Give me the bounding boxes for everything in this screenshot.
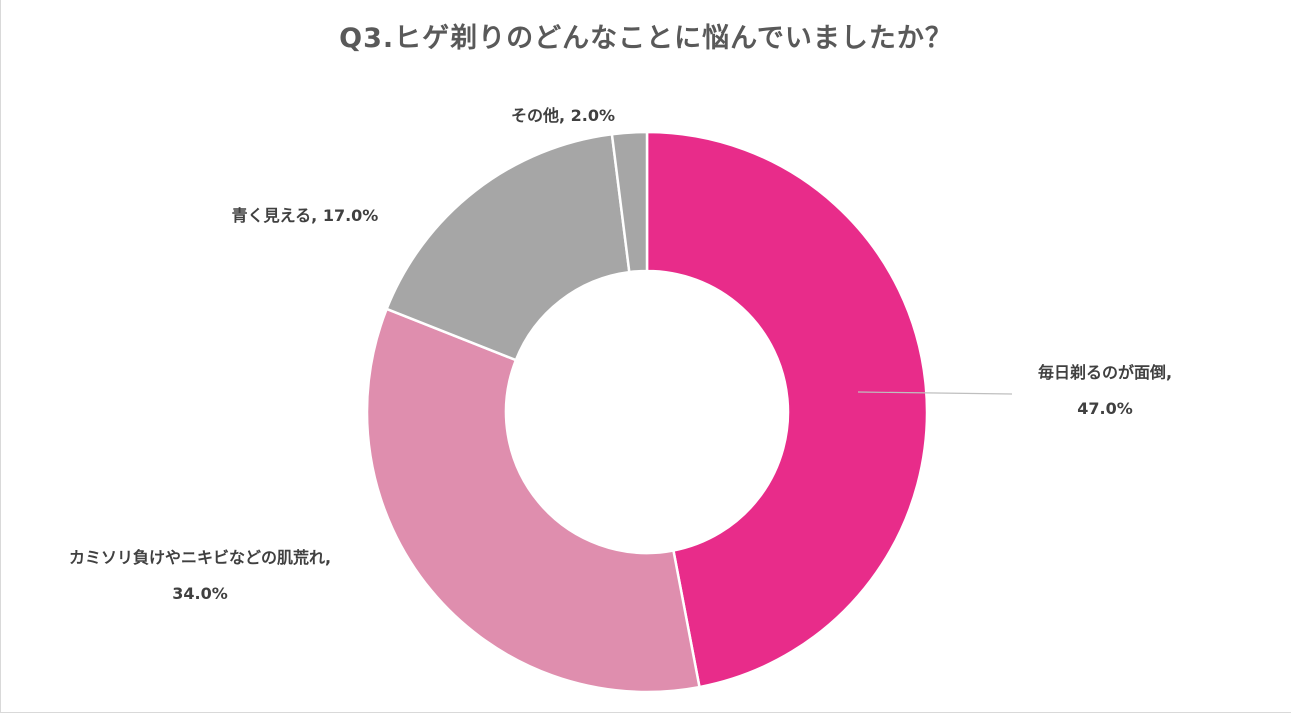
data-label-hadaare-name: カミソリ負けやニキビなどの肌荒れ, [68,548,332,567]
chart-title: Q3.ヒゲ剃りのどんなことに悩んでいましたか？ [339,23,953,54]
data-label-mendou-value: 47.0% [1077,399,1133,418]
slices-group [365,130,929,694]
leader-line-mendou [857,391,1013,395]
data-label-sonota-name: その他, [510,106,566,125]
data-label-aoku: 青く見える, 17.0% [195,198,415,234]
data-label-mendou-name: 毎日剃るのが面倒, [1037,363,1173,382]
slice-mendou [645,130,929,689]
data-label-hadaare: カミソリ負けやニキビなどの肌荒れ, 34.0% [20,540,380,612]
data-label-sonota-value: 2.0% [570,106,616,125]
slice-sonota [610,130,649,274]
data-label-sonota: その他, 2.0% [478,98,648,134]
slice-aoku [385,132,631,362]
slice-hadaare [365,307,701,694]
data-label-aoku-name: 青く見える, [231,206,318,225]
data-label-mendou: 毎日剃るのが面倒, 47.0% [1000,355,1210,427]
data-label-aoku-value: 17.0% [322,206,379,225]
data-label-hadaare-value: 34.0% [172,584,228,603]
